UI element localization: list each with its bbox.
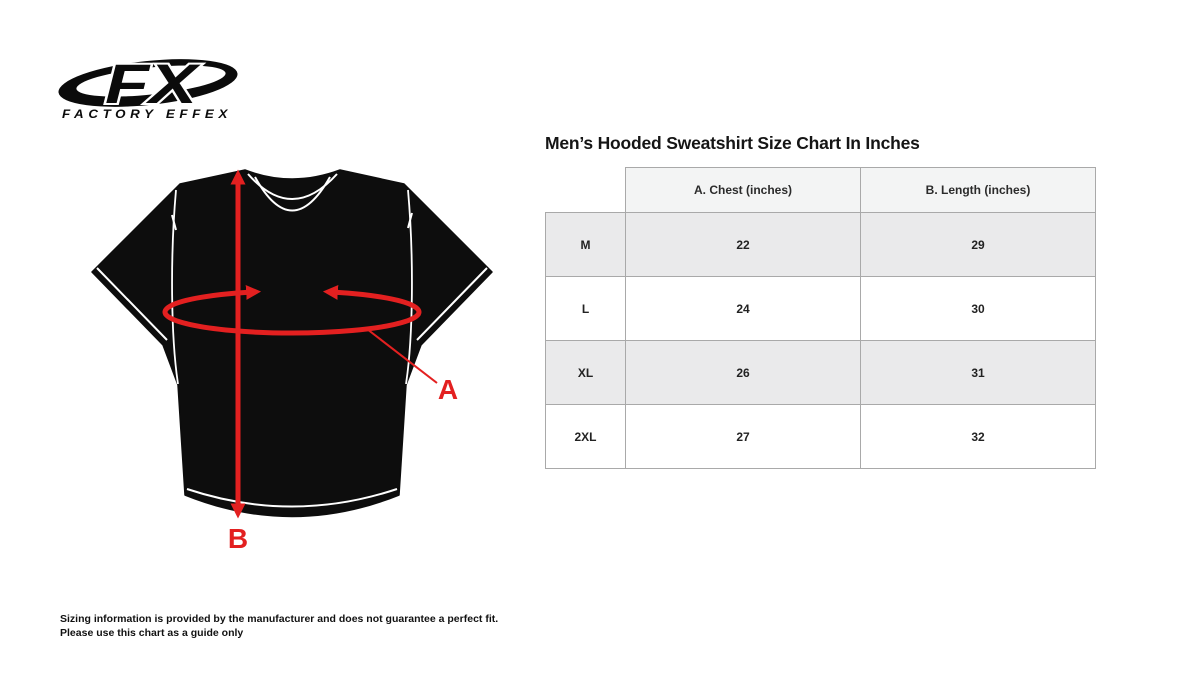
table-row-xl: XL 26 31 [545,340,1096,405]
collar-stitch-inner [254,176,331,212]
length-value-cell: 32 [860,404,1096,469]
shoulder-seam-mark-left [171,214,177,231]
chest-value-cell: 26 [625,340,861,405]
size-chart-table: A. Chest (inches) B. Length (inches) M 2… [545,167,1096,469]
header-row: A. Chest (inches) B. Length (inches) [545,167,1096,213]
sizing-disclaimer: Sizing information is provided by the ma… [60,612,498,640]
chest-value-cell: 22 [625,212,861,277]
length-value-cell: 29 [860,212,1096,277]
table-row-m: M 22 29 [545,212,1096,277]
table-row-l: L 24 30 [545,276,1096,341]
bottom-hem-stitch [186,488,398,508]
size-cell: 2XL [545,404,626,469]
chest-measure-label: A [438,374,458,405]
size-cell: M [545,212,626,277]
logo-fx-text: FX [105,55,202,115]
fx-swoosh-icon [58,59,238,107]
sleeve-hem-right [416,267,488,341]
length-value-cell: 30 [860,276,1096,341]
sleeve-hem-left [96,267,168,341]
size-cell: XL [545,340,626,405]
chest-value-cell: 27 [625,404,861,469]
chest-measure-ellipse [162,284,422,336]
armhole-seam-right [405,189,413,385]
tshirt-silhouette [91,169,493,518]
shoulder-seam-mark-right [407,212,413,229]
length-value-cell: 31 [860,340,1096,405]
length-column-header: B. Length (inches) [860,167,1096,213]
chest-value-cell: 24 [625,276,861,341]
length-measure-label: B [228,523,248,554]
size-chart-title: Men’s Hooded Sweatshirt Size Chart In In… [545,133,920,153]
collar-stitch-outer [247,173,338,200]
armhole-seam-left [171,189,179,385]
tshirt-measurement-diagram: A B [91,169,493,554]
size-cell: L [545,276,626,341]
disclaimer-line-2: Please use this chart as a guide only [60,627,244,639]
chest-label-leader-line [366,328,438,384]
factory-effex-logo: FX FACTORY EFFEX [58,55,238,121]
logo-subtext: FACTORY EFFEX [62,109,232,121]
table-row-2xl: 2XL 27 32 [545,404,1096,469]
chest-column-header: A. Chest (inches) [625,167,861,213]
disclaimer-line-1: Sizing information is provided by the ma… [60,613,499,625]
blank-header-cell [545,167,626,213]
